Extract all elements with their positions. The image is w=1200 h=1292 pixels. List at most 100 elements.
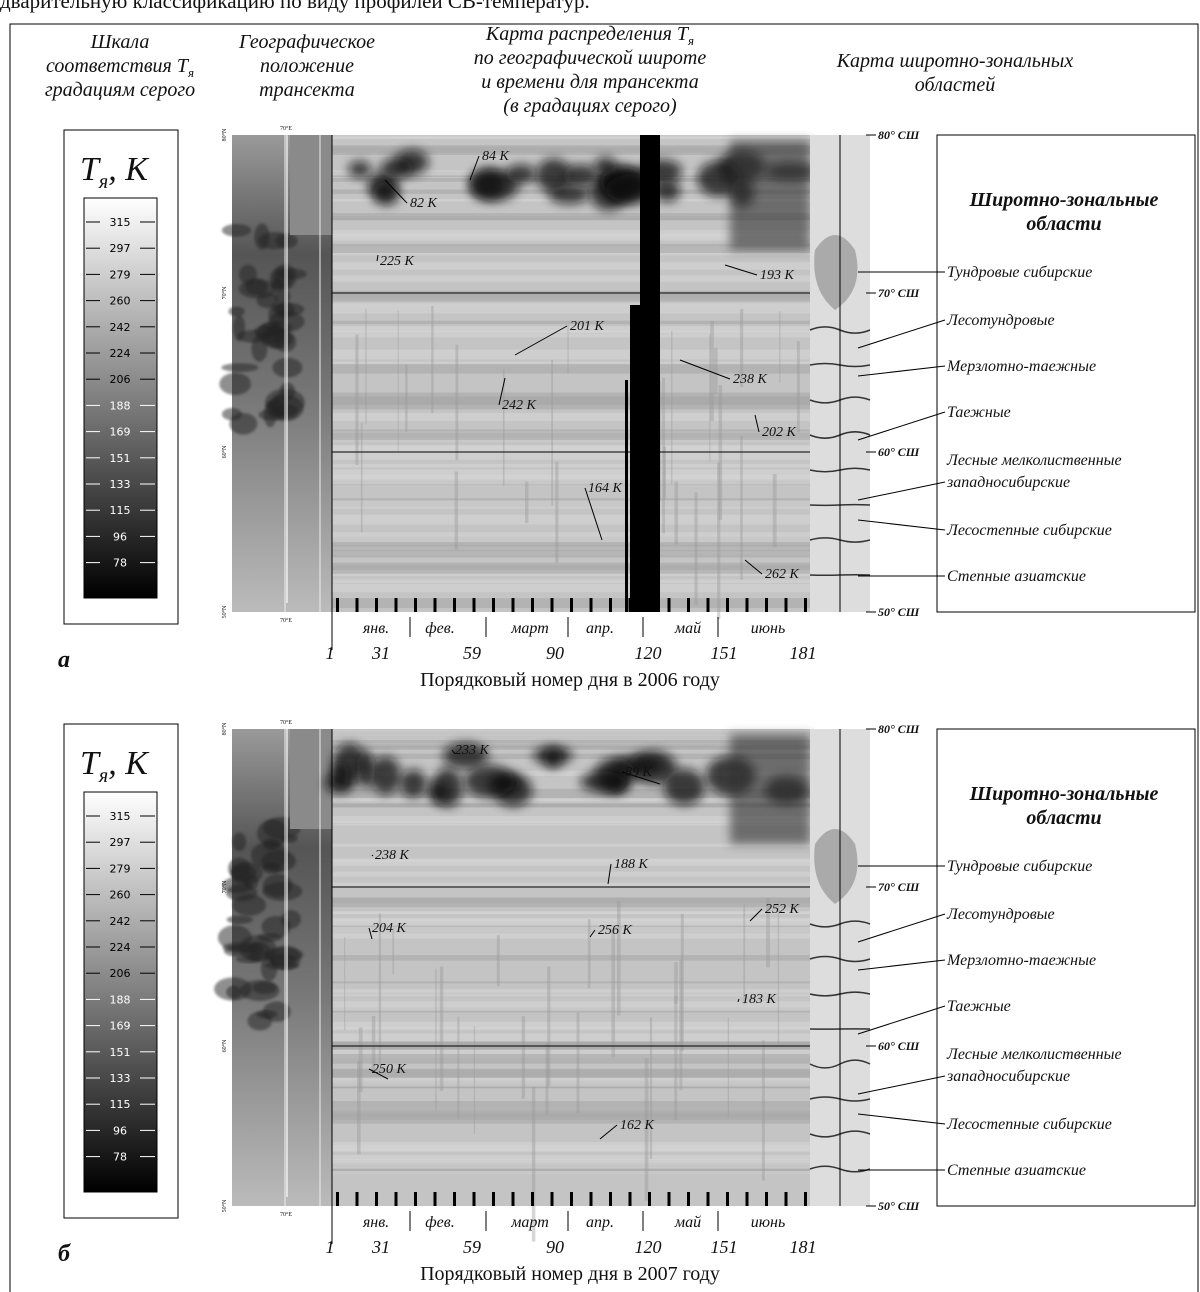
zone-leader [857, 411, 946, 441]
streak [761, 1040, 765, 1181]
streak [531, 1086, 536, 1242]
day-label: 151 [711, 1237, 738, 1257]
lat-label: 70° СШ [878, 880, 920, 894]
scale-tick-label: 260 [110, 295, 131, 308]
zone-leader [857, 1113, 946, 1125]
band [332, 882, 810, 887]
zones-title: Широтно-зональные [969, 189, 1159, 211]
band [332, 1021, 810, 1029]
text-part: T [80, 745, 101, 782]
band [332, 1033, 810, 1043]
geo-label: 60°N [221, 445, 228, 458]
band [332, 926, 810, 935]
day-tick [433, 598, 437, 612]
band [332, 1048, 810, 1058]
streak [439, 966, 444, 1091]
scale-tick-label: 206 [110, 373, 131, 386]
band [332, 463, 810, 468]
scale-tick-label: 96 [113, 530, 127, 543]
text-part: , К [108, 151, 150, 188]
band [332, 816, 810, 823]
terrain [251, 335, 268, 362]
streak [671, 330, 673, 485]
streak [663, 446, 666, 499]
band [332, 392, 810, 400]
scale-tick-label: 115 [110, 504, 131, 517]
blob [653, 179, 681, 202]
zone-leader [857, 519, 946, 531]
text-part: градациям серого [45, 79, 195, 101]
day-tick [531, 598, 534, 612]
zone-leader [857, 481, 946, 501]
scale-tick-label: 188 [110, 399, 131, 412]
band [332, 469, 810, 476]
text-part: соответствия T [46, 55, 190, 77]
month-label: фев. [425, 620, 454, 637]
header-line: Географическое [238, 31, 375, 53]
band [332, 429, 810, 432]
streak [457, 1016, 460, 1119]
day-tick [648, 1192, 651, 1206]
zone-shape [814, 235, 858, 310]
text-part: трансекта [259, 79, 355, 101]
day-tick [453, 598, 456, 612]
band [332, 475, 810, 485]
text-part: я [187, 65, 194, 80]
streak [743, 904, 746, 1005]
day-tick [550, 598, 554, 612]
text-part: по географической широте [474, 47, 707, 69]
band [332, 361, 810, 366]
blob [563, 164, 598, 187]
terrain [260, 321, 293, 335]
zone-shape [814, 829, 858, 904]
lat-label: 60° СШ [878, 445, 920, 459]
day-tick [609, 1192, 612, 1206]
lat-label: 70° СШ [878, 286, 920, 300]
day-label: 120 [635, 1237, 662, 1257]
geo-label: 70°E [280, 617, 292, 624]
zone-name: Лесостепные сибирские [946, 522, 1112, 539]
band [332, 544, 810, 552]
terrain [252, 981, 277, 994]
scale-title: Tя, К [80, 151, 150, 193]
annotation-leader [376, 254, 379, 262]
band [332, 801, 810, 808]
band [332, 823, 810, 826]
annotation: 225 К [380, 254, 415, 269]
terrain [214, 977, 252, 1001]
blob [373, 181, 400, 206]
blob [356, 750, 375, 789]
annotation: 162 К [620, 1118, 655, 1133]
blob [544, 747, 562, 769]
band [332, 401, 810, 410]
day-tick [492, 598, 495, 612]
blob [370, 756, 401, 795]
header-line: Карта широтно-зональных [836, 50, 1074, 72]
streak [779, 311, 781, 383]
streak [680, 913, 684, 1051]
zone-name: Таежные [947, 998, 1011, 1015]
scale-tick-label: 315 [110, 216, 131, 229]
day-tick [414, 598, 417, 612]
streak [357, 1061, 361, 1155]
zone-name: Тундровые сибирские [947, 858, 1092, 875]
annotation-leader [384, 179, 408, 204]
zone-name: западносибирские [946, 474, 1070, 491]
band [332, 859, 810, 866]
header-line: соответствия Tя [46, 55, 194, 80]
blob [628, 750, 677, 785]
streak [710, 320, 714, 422]
day-label: 120 [635, 643, 662, 663]
streak [547, 966, 551, 1086]
day-tick [414, 1192, 417, 1206]
streak [644, 1058, 649, 1201]
geo-label: 70°N [221, 286, 228, 299]
streak [777, 901, 780, 1045]
band [332, 451, 810, 460]
band [332, 305, 810, 314]
band [332, 1077, 810, 1087]
zone-leader [857, 365, 946, 377]
band [332, 565, 810, 574]
band [332, 989, 810, 997]
terrain [230, 861, 263, 885]
